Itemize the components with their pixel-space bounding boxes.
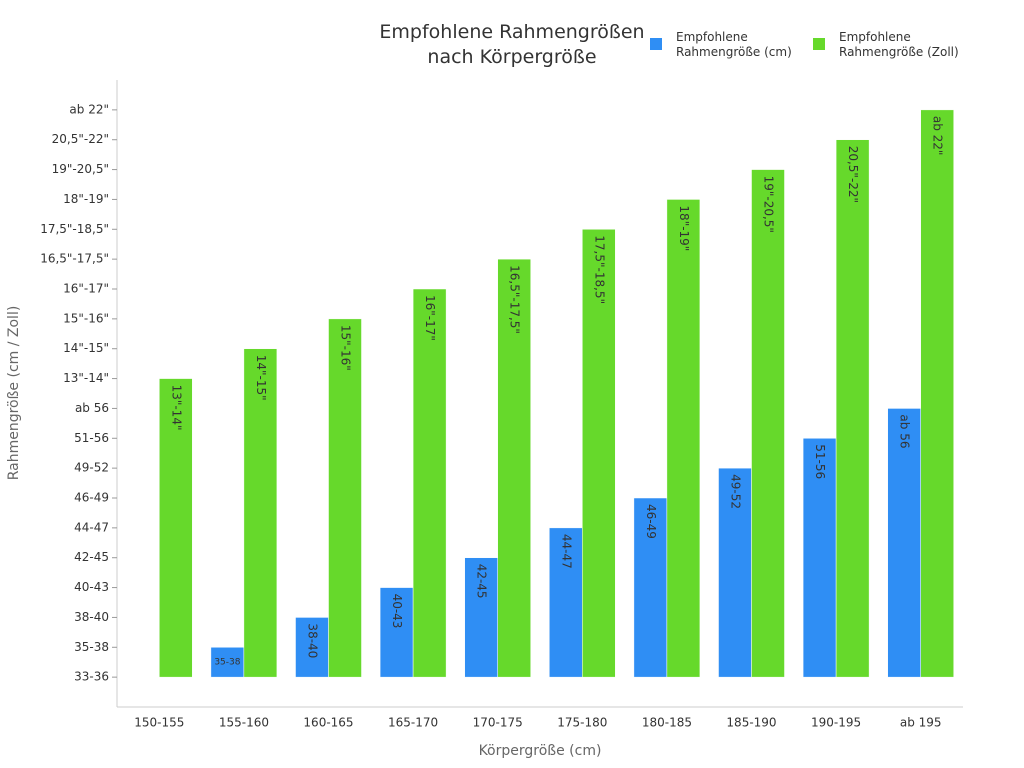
bar-label: 16,5"-17,5": [508, 265, 522, 334]
bar: [159, 378, 193, 678]
x-tick-label: 170-175: [473, 716, 523, 730]
bar-label: 46-49: [644, 504, 658, 539]
bar: [920, 109, 954, 678]
y-axis-label: Rahmengröße (cm / Zoll): [6, 306, 22, 481]
bar-label: 35-38: [214, 658, 240, 668]
y-tick-label: 49-52: [74, 461, 109, 475]
y-tick-label: 17,5"-18,5": [40, 222, 109, 236]
legend-swatch: [813, 38, 825, 50]
chart-title: Empfohlene Rahmengrößen nach Körpergröße: [379, 21, 645, 68]
bar: [328, 318, 362, 678]
bar-label: 44-47: [559, 534, 573, 569]
y-tick-label: 40-43: [74, 580, 109, 594]
bar: [802, 438, 837, 678]
y-tick-label: ab 22": [69, 102, 109, 116]
y-tick-label: 51-56: [74, 431, 109, 445]
bar-label: 42-45: [475, 564, 489, 599]
x-tick-label: 175-180: [557, 716, 607, 730]
bar: [210, 647, 245, 678]
bar-label: 40-43: [390, 594, 404, 629]
bar: [243, 348, 278, 678]
bar-label: 13"-14": [169, 385, 183, 431]
bar-label: 16"-17": [423, 295, 437, 341]
y-tick-label: 14"-15": [63, 341, 109, 355]
y-tick-label: 33-36: [74, 670, 109, 684]
x-tick-label: 150-155: [134, 716, 184, 730]
y-tick-label: 46-49: [74, 491, 109, 505]
legend-item: Empfohlene Rahmengröße (cm): [650, 30, 816, 60]
bar: [751, 169, 785, 678]
bar: [718, 467, 752, 678]
bar-label: 19"-20,5": [762, 176, 776, 233]
x-tick-label: ab 195: [900, 716, 942, 730]
bar: [549, 527, 583, 678]
bar: [497, 258, 531, 678]
legend-label: Empfohlene Rahmengröße (Zoll): [839, 30, 959, 59]
x-tick-label: 155-160: [219, 716, 269, 730]
bar: [464, 557, 498, 678]
y-tick-label: 13"-14": [63, 371, 109, 385]
y-tick-label: 38-40: [74, 610, 109, 624]
bar: [412, 288, 447, 678]
y-tick-label: 18"-19": [63, 192, 109, 206]
y-tick-label: ab 56: [75, 401, 109, 415]
bar-label: 51-56: [813, 444, 827, 479]
y-tick-label: 35-38: [74, 640, 109, 654]
bar-label: 14"-15": [254, 355, 268, 401]
x-axis-label: Körpergröße (cm): [479, 743, 602, 759]
x-tick-label: 160-165: [303, 716, 353, 730]
bar-label: 17,5"-18,5": [592, 235, 606, 304]
bar: [887, 408, 921, 678]
y-tick-label: 20,5"-22": [52, 132, 109, 146]
bar-label: 18"-19": [677, 205, 691, 251]
bar-label: ab 22": [931, 116, 945, 156]
bar-label: ab 56: [898, 414, 912, 448]
bar: [835, 139, 870, 678]
legend-item: Empfohlene Rahmengröße (Zoll): [813, 30, 979, 60]
x-tick-label: 185-190: [726, 716, 776, 730]
bar-label: 20,5"-22": [846, 146, 860, 203]
bar: [666, 199, 701, 678]
y-tick-label: 15"-16": [63, 311, 109, 325]
bar: [633, 497, 668, 678]
y-tick-label: 16"-17": [63, 282, 109, 296]
bar: [295, 617, 329, 678]
bar-label: 15"-16": [339, 325, 353, 371]
bar: [582, 229, 616, 678]
legend-label: Empfohlene Rahmengröße (cm): [676, 30, 792, 59]
bar-label: 38-40: [306, 623, 320, 658]
y-tick-label: 16,5"-17,5": [40, 252, 109, 266]
bar: [379, 587, 414, 678]
x-tick-label: 190-195: [811, 716, 861, 730]
legend-swatch: [650, 38, 662, 50]
x-tick-label: 180-185: [642, 716, 692, 730]
y-tick-label: 19"-20,5": [52, 162, 109, 176]
y-tick-label: 42-45: [74, 550, 109, 564]
bar-label: 49-52: [729, 474, 743, 509]
x-tick-label: 165-170: [388, 716, 438, 730]
y-tick-label: 44-47: [74, 520, 109, 534]
